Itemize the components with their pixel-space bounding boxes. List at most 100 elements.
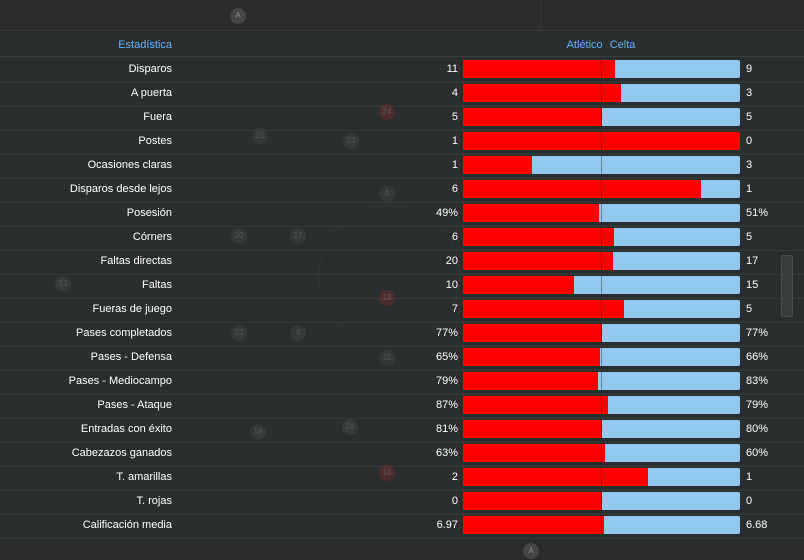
stat-label: Pases - Ataque (97, 399, 172, 411)
home-bar-fill (463, 252, 613, 270)
stat-label: Disparos desde lejos (69, 183, 172, 195)
stat-label: Fuera (143, 111, 172, 123)
comparison-bar (463, 252, 740, 270)
away-value: 80% (746, 423, 769, 435)
bar-midline (601, 228, 602, 246)
bar-midline (601, 252, 602, 270)
stat-row: Pases - Ataque 87% 79% (0, 394, 804, 419)
home-bar-fill (463, 420, 603, 438)
home-value: 79% (435, 375, 458, 387)
stat-row: Entradas con éxito 81% 80% (0, 418, 804, 443)
stat-label: Ocasiones claras (87, 159, 172, 171)
stat-row: A puerta 4 3 (0, 82, 804, 107)
stat-column-header: Estadística (118, 39, 172, 51)
stat-label: Posesión (126, 207, 172, 219)
comparison-bar (463, 468, 740, 486)
bar-midline (601, 372, 602, 390)
comparison-bar (463, 204, 740, 222)
home-value: 11 (446, 63, 458, 75)
home-bar-fill (463, 156, 533, 174)
home-value: 63% (435, 447, 458, 459)
stat-row: Fuera 5 5 (0, 106, 804, 131)
comparison-bar (463, 228, 740, 246)
away-value: 51% (746, 207, 769, 219)
away-value: 0 (746, 135, 753, 147)
away-value: 15 (746, 279, 759, 291)
bar-midline (601, 468, 602, 486)
stat-row: Faltas directas 20 17 (0, 250, 804, 275)
home-bar-fill (463, 348, 601, 366)
scrollbar[interactable] (781, 255, 793, 317)
stat-label: Pases - Mediocampo (68, 375, 172, 387)
home-value: 87% (435, 399, 458, 411)
stat-label: Entradas con éxito (80, 423, 172, 435)
away-value: 17 (746, 255, 759, 267)
away-value: 5 (746, 231, 753, 243)
stat-label: T. amarillas (116, 471, 172, 483)
stat-row: Disparos desde lejos 6 1 (0, 178, 804, 203)
comparison-bar (463, 492, 740, 510)
away-value: 5 (746, 303, 753, 315)
stat-row: Pases - Defensa 65% 66% (0, 346, 804, 371)
bar-midline (601, 84, 602, 102)
bar-midline (601, 516, 602, 534)
stat-row: Cabezazos ganados 63% 60% (0, 442, 804, 467)
away-value: 79% (746, 399, 769, 411)
stat-label: T. rojas (136, 495, 172, 507)
stat-label: Faltas directas (100, 255, 172, 267)
stat-label: Postes (138, 135, 172, 147)
home-bar-fill (463, 492, 602, 510)
home-bar-fill (463, 468, 648, 486)
home-bar-fill (463, 204, 599, 222)
home-value: 77% (435, 327, 458, 339)
bar-midline (601, 132, 602, 150)
away-value: 77% (746, 327, 769, 339)
stat-label: A puerta (131, 87, 172, 99)
stat-row: Faltas 10 15 (0, 274, 804, 299)
comparison-bar (463, 348, 740, 366)
stat-label: Cabezazos ganados (71, 447, 172, 459)
home-value: 7 (451, 303, 458, 315)
bar-midline (601, 156, 602, 174)
comparison-bar (463, 132, 740, 150)
home-bar-fill (463, 300, 624, 318)
away-value: 1 (746, 471, 753, 483)
home-team-name: Atlético (566, 39, 603, 51)
stat-label: Fueras de juego (92, 303, 173, 315)
home-value: 1 (451, 135, 458, 147)
home-bar-fill (463, 84, 621, 102)
stat-row: Ocasiones claras 1 3 (0, 154, 804, 179)
home-value: 4 (451, 87, 458, 99)
comparison-bar (463, 156, 740, 174)
stat-row: Posesión 49% 51% (0, 202, 804, 227)
home-bar-fill (463, 132, 740, 150)
comparison-bar (463, 444, 740, 462)
bar-midline (601, 420, 602, 438)
bar-midline (601, 276, 602, 294)
away-value: 66% (746, 351, 769, 363)
home-value: 6.97 (436, 519, 458, 531)
bar-midline (601, 396, 602, 414)
home-value: 2 (451, 471, 458, 483)
stat-label: Faltas (142, 279, 172, 291)
away-value: 3 (746, 159, 753, 171)
home-value: 20 (445, 255, 458, 267)
away-value: 6.68 (746, 519, 768, 531)
comparison-bar (463, 180, 740, 198)
home-value: 49% (435, 207, 458, 219)
home-bar-fill (463, 372, 599, 390)
home-bar-fill (463, 516, 605, 534)
bar-midline (601, 444, 602, 462)
home-value: 81% (435, 423, 458, 435)
comparison-bar (463, 108, 740, 126)
comparison-bar (463, 276, 740, 294)
stats-header: Estadística Atlético Celta (0, 34, 804, 57)
bar-midline (601, 492, 602, 510)
home-value: 0 (451, 495, 458, 507)
home-value: 65% (435, 351, 458, 363)
stat-row: Córners 6 5 (0, 226, 804, 251)
teams-header: Atlético Celta (462, 39, 740, 51)
comparison-bar (463, 300, 740, 318)
home-bar-fill (463, 108, 602, 126)
home-bar-fill (463, 180, 702, 198)
